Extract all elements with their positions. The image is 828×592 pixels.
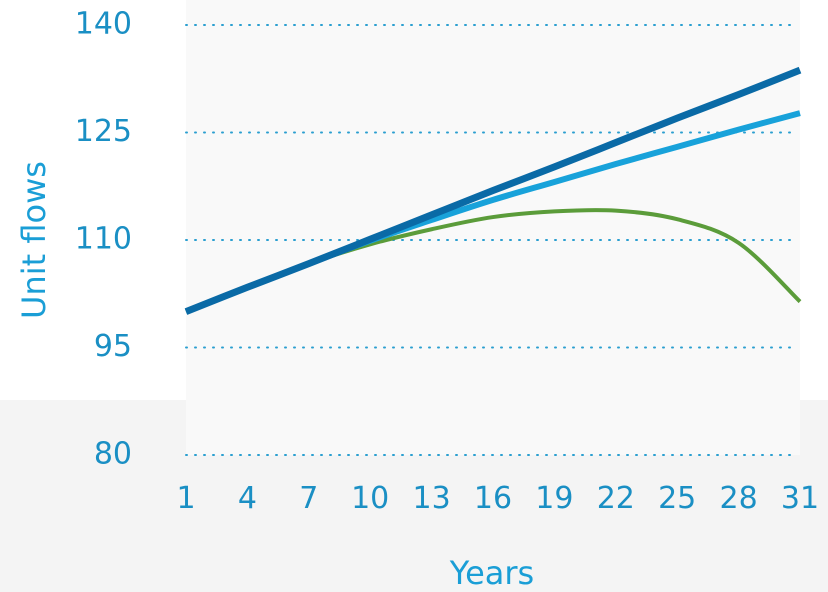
y-tick-label: 95	[94, 329, 132, 364]
x-tick-label: 28	[720, 481, 758, 516]
x-tick-label: 19	[535, 481, 573, 516]
x-tick-label: 16	[474, 481, 512, 516]
series-lines	[184, 66, 802, 315]
x-tick-label: 7	[299, 481, 318, 516]
y-tick-label: 125	[75, 114, 132, 149]
x-tick-label: 4	[238, 481, 257, 516]
x-tick-label: 31	[781, 481, 819, 516]
x-axis-title: Years	[449, 554, 534, 592]
y-tick-labels: 80 95 110 125 140	[75, 7, 132, 472]
x-tick-labels: 1 4 7 10 13 16 19 22 25 28 31	[176, 481, 819, 516]
gridlines	[185, 24, 791, 456]
x-tick-label: 13	[413, 481, 451, 516]
series-line-1	[184, 66, 802, 315]
y-tick-label: 140	[75, 7, 132, 42]
y-tick-label: 80	[94, 437, 132, 472]
x-tick-label: 10	[351, 481, 389, 516]
plot-area-background	[186, 0, 800, 455]
y-tick-label: 110	[75, 222, 132, 257]
x-tick-label: 25	[658, 481, 696, 516]
x-tick-label: 1	[176, 481, 195, 516]
x-tick-label: 22	[597, 481, 635, 516]
y-axis-title: Unit flows	[15, 161, 53, 319]
